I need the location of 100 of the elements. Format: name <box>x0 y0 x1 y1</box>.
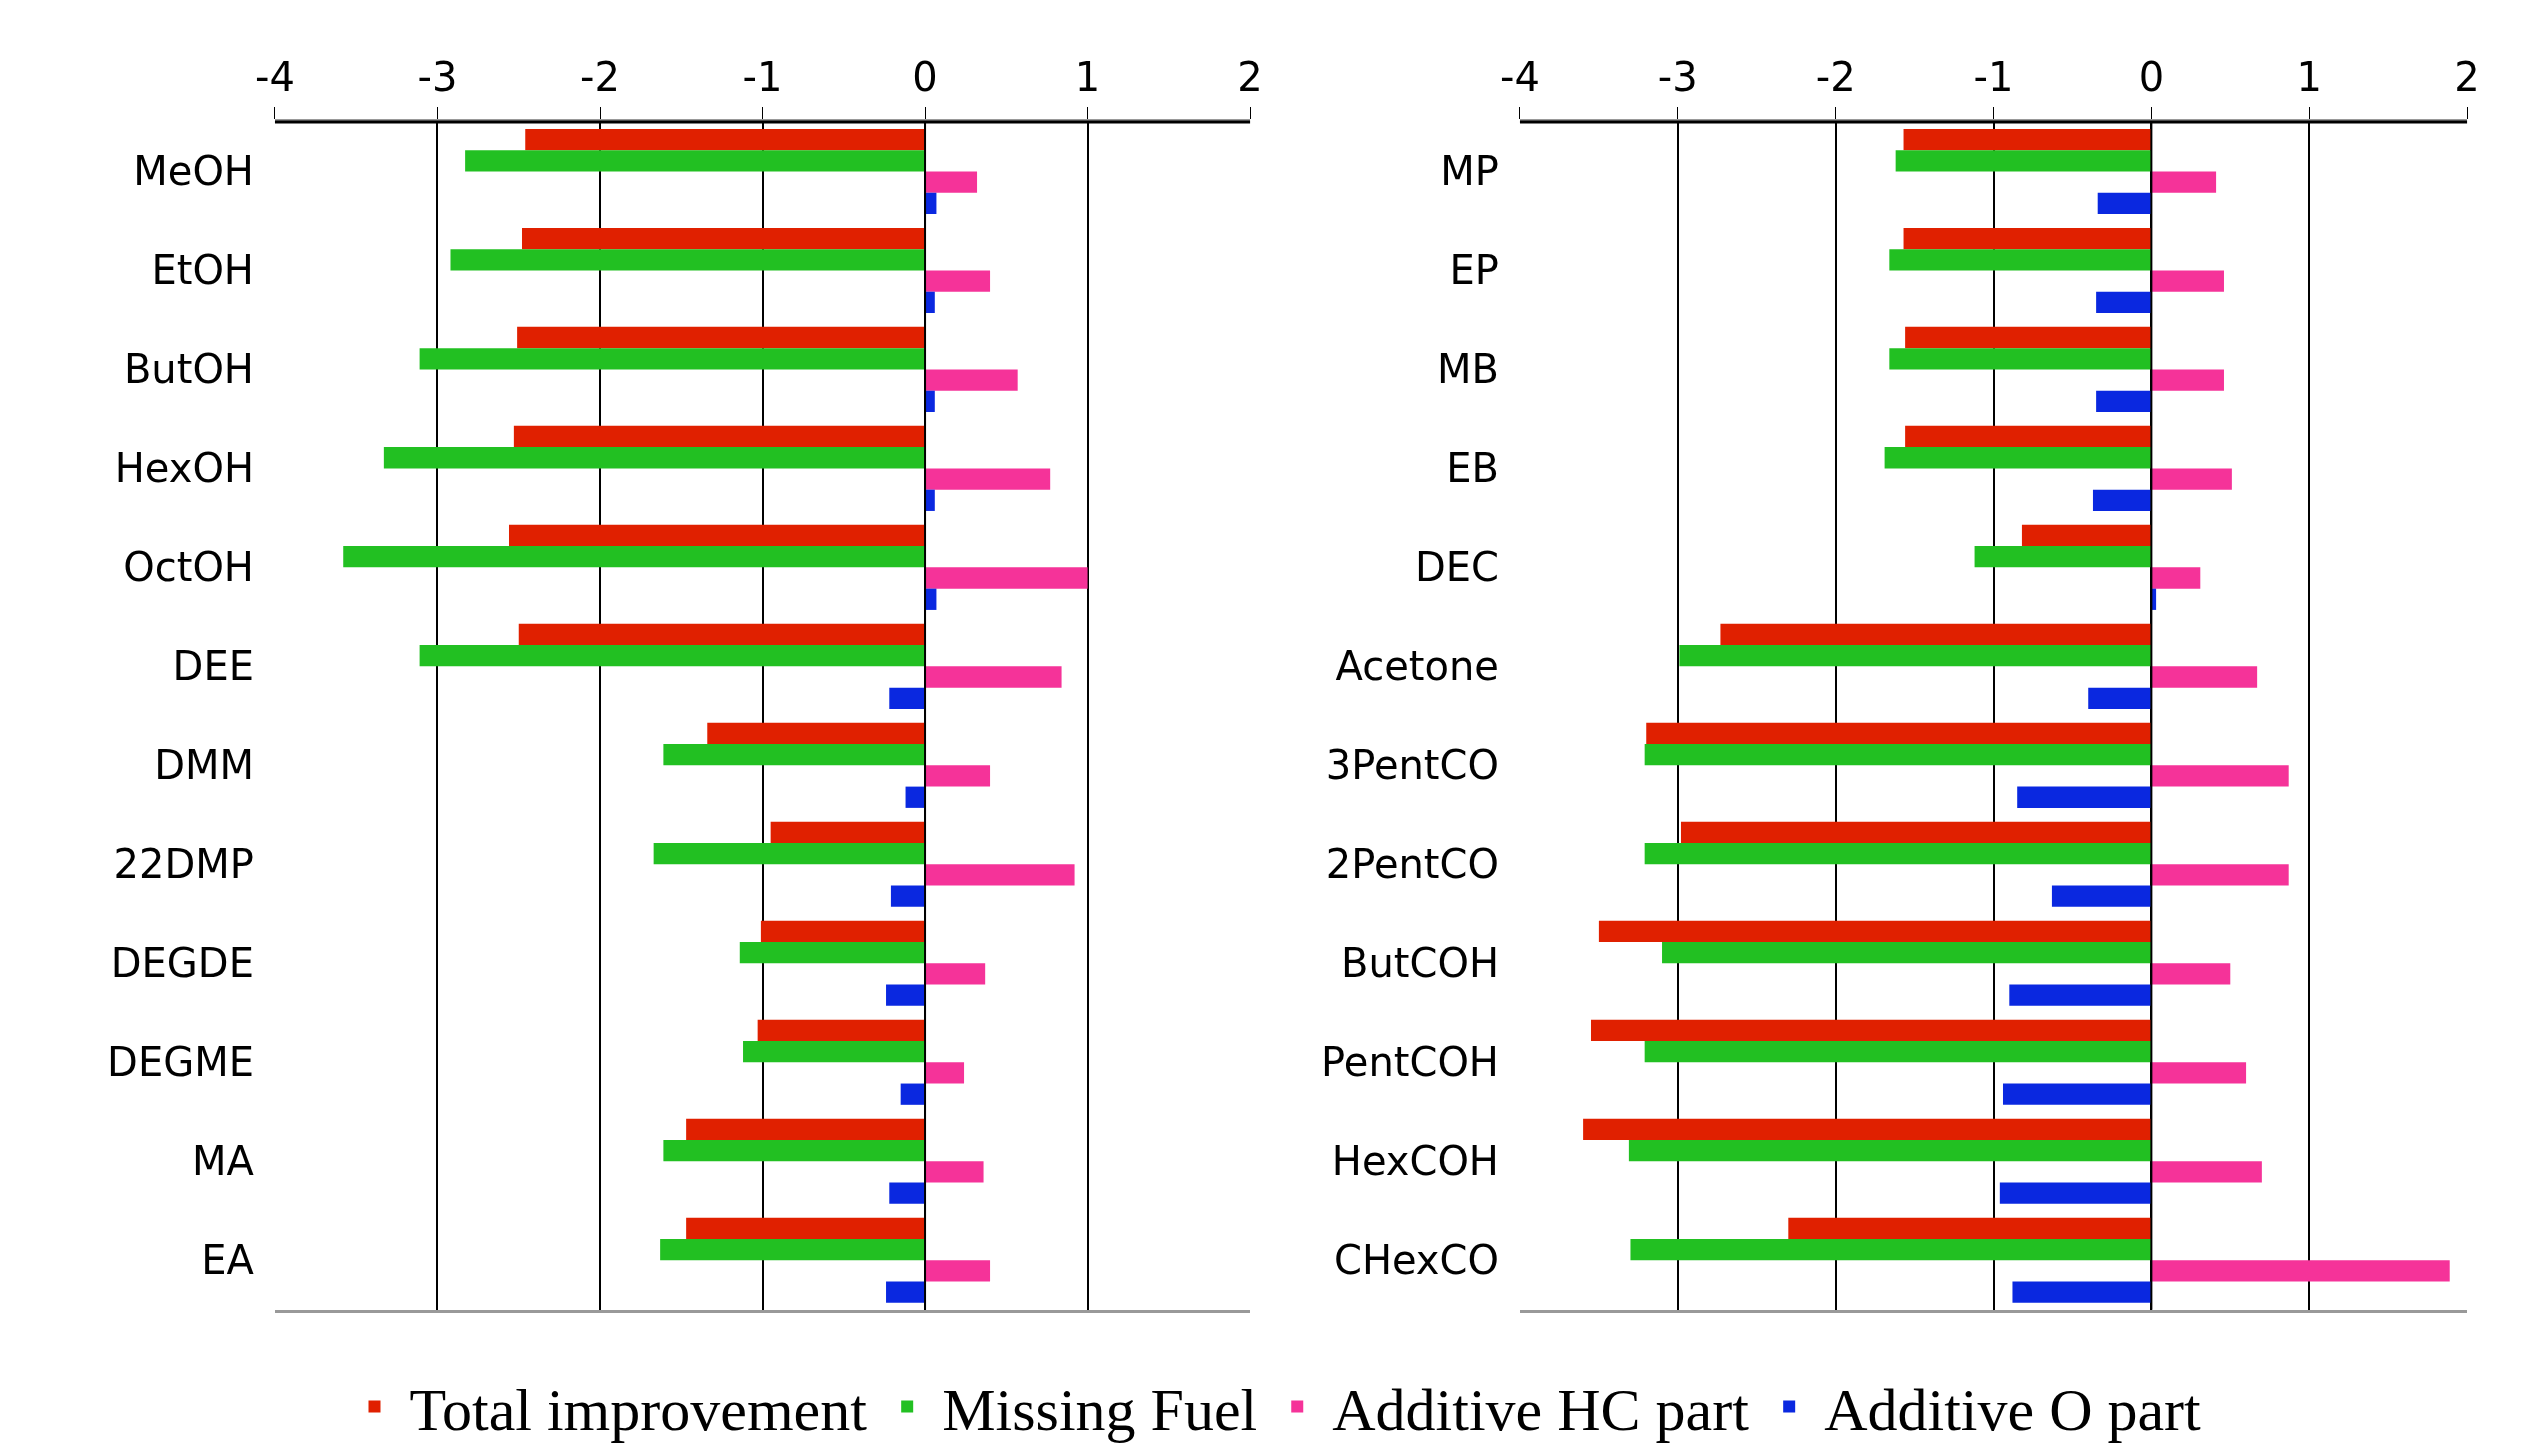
bar <box>1903 128 2152 151</box>
bar <box>1905 425 2152 448</box>
x-tick-label: -2 <box>1815 53 1856 100</box>
y-tick-label: EtOH <box>151 247 254 294</box>
x-tick-label: 0 <box>2138 53 2165 100</box>
x-tick-label: -3 <box>1657 53 1698 100</box>
x-tick-label: -4 <box>255 53 295 100</box>
y-tick-label: 22DMP <box>113 841 254 888</box>
bar <box>1644 1040 2152 1063</box>
bar <box>925 1161 984 1183</box>
bar <box>743 1040 926 1063</box>
bar <box>518 623 926 646</box>
bar <box>1644 744 2152 766</box>
bar <box>1788 1217 2152 1239</box>
bar <box>1999 1182 2152 1204</box>
bar <box>925 489 935 511</box>
bar <box>2151 468 2232 490</box>
bar <box>889 687 926 709</box>
bar <box>2151 963 2231 985</box>
bar <box>2002 1083 2152 1105</box>
bar <box>2151 369 2224 391</box>
bar <box>2151 666 2258 688</box>
bar <box>1630 1238 2152 1261</box>
bar <box>925 270 991 292</box>
bar <box>2051 885 2152 907</box>
bar <box>2096 291 2152 313</box>
bar <box>925 171 978 193</box>
x-tick-label: -1 <box>1973 53 2014 100</box>
bar <box>925 567 1088 589</box>
y-tick-label: 3PentCO <box>1325 742 1499 789</box>
y-tick-label: DEE <box>172 643 254 690</box>
bar <box>2151 171 2217 193</box>
bar <box>925 1062 965 1084</box>
bar <box>653 843 926 865</box>
bar <box>2021 524 2152 547</box>
bar <box>1598 920 2152 942</box>
x-tick-label: -3 <box>417 53 458 100</box>
y-tick-label: 2PentCO <box>1325 841 1499 888</box>
bar <box>925 369 1018 391</box>
bar <box>2009 984 2152 1006</box>
bar <box>517 326 926 349</box>
bar <box>707 722 926 745</box>
y-tick-label: HexCOH <box>1331 1138 1499 1185</box>
legend-label: Total improvement <box>409 1376 868 1443</box>
bar <box>1628 1139 2152 1162</box>
y-tick-label: MP <box>1440 148 1499 195</box>
y-tick-label: EP <box>1449 247 1499 294</box>
bar <box>383 447 926 469</box>
bar <box>900 1083 926 1105</box>
x-tick-label: 2 <box>1237 53 1263 100</box>
bar <box>1889 348 2152 370</box>
bar <box>886 1281 926 1303</box>
bar <box>513 425 926 448</box>
bar <box>757 1019 926 1041</box>
bar <box>1590 1019 2152 1041</box>
bar <box>1644 843 2152 865</box>
y-tick-label: Acetone <box>1335 643 1499 690</box>
bar <box>2096 390 2152 412</box>
bar <box>760 920 926 942</box>
bar <box>2151 1062 2247 1084</box>
bar <box>2151 567 2201 589</box>
bar <box>1679 645 2152 667</box>
bar <box>2151 270 2224 292</box>
legend-label: Additive HC part <box>1332 1376 1750 1443</box>
bar <box>1895 150 2152 172</box>
bar <box>450 249 926 271</box>
bar <box>925 666 1062 688</box>
y-tick-label: MA <box>192 1138 255 1185</box>
bar <box>343 546 926 568</box>
bar <box>2012 1281 2152 1303</box>
bar <box>905 786 926 808</box>
y-tick-label: MB <box>1437 346 1499 393</box>
y-tick-label: ButOH <box>123 346 254 393</box>
y-tick-label: HexOH <box>114 445 254 492</box>
bar <box>1905 326 2152 349</box>
legend-label: Missing Fuel <box>942 1376 1258 1443</box>
y-tick-label: DMM <box>154 742 254 789</box>
bar <box>2151 864 2289 886</box>
bar <box>2151 1161 2262 1183</box>
legend-label: Additive O part <box>1824 1376 2202 1443</box>
bar <box>890 885 926 907</box>
bar <box>886 984 926 1006</box>
bar <box>770 821 926 844</box>
bar <box>419 348 926 370</box>
bar <box>509 524 926 547</box>
y-tick-label: DEGDE <box>110 940 254 987</box>
bar <box>2088 687 2152 709</box>
bar <box>465 150 926 172</box>
bar <box>686 1118 926 1140</box>
y-tick-label: DEC <box>1414 544 1499 591</box>
bar <box>1903 227 2152 250</box>
y-tick-label: OctOH <box>123 544 254 591</box>
bar <box>2092 489 2152 511</box>
y-tick-label: ButCOH <box>1340 940 1499 987</box>
bar <box>2151 1260 2450 1282</box>
bar <box>1720 623 2152 646</box>
x-tick-label: -4 <box>1500 53 1540 100</box>
x-tick-label: 0 <box>912 53 938 100</box>
bar <box>925 765 991 787</box>
bar <box>660 1238 926 1261</box>
